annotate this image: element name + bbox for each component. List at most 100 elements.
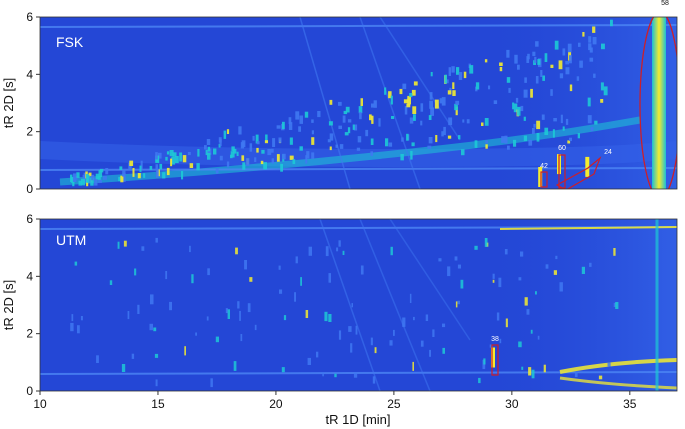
peak-blob [613,248,616,256]
peak-blob [305,310,309,318]
peak-blob [488,85,491,90]
peak-blob [435,135,438,143]
peak-blob [451,66,455,73]
peak-blob [441,97,446,106]
peak-blob [410,150,413,160]
annotation-box-38 [491,344,499,376]
peak-blob [406,133,409,141]
peak-blob [457,264,461,269]
peak-blob [369,114,372,121]
peak-blob [246,158,250,166]
peak-blob [122,173,125,177]
x-axis: 10 15 20 25 30 35 [33,391,637,411]
peak-blob [553,118,557,122]
peak-blob [588,36,592,43]
peak-blob [242,162,246,170]
peak-blob [455,100,460,105]
peak-blob [149,166,153,170]
peak-blob [109,280,113,285]
peak-blob [447,266,451,277]
peak-blob [123,173,126,182]
peak-blob [347,127,351,134]
peak-blob [254,157,257,162]
peak-blob [325,246,329,257]
peak-blob [463,71,467,79]
peak-blob [447,135,452,139]
peak-blob [165,271,168,280]
peak-blob [132,168,135,177]
peak-blob [501,136,505,143]
peak-blob [241,155,245,161]
peak-blob [567,140,571,144]
peak-blob [496,312,500,321]
peak-blob [182,155,187,163]
peak-blob [484,118,489,126]
peak-blob [411,142,415,147]
peak-blob [420,120,423,126]
peak-blob [184,346,186,356]
peak-blob [288,122,293,130]
peak-blob [120,175,124,183]
background-bleed [480,219,677,391]
peak-blob [360,265,364,275]
peak-blob [352,124,355,130]
peak-blob [385,138,389,147]
peak-blob [587,97,591,107]
peak-blob [255,134,259,144]
peak-blob [425,314,429,321]
peak-blob [499,338,502,344]
annotation-label-58: 58 [661,0,669,7]
peak-blob [452,90,456,96]
peak-blob [342,115,346,123]
peak-blob [521,366,524,370]
peak-blob [528,140,533,146]
peak-blob [535,76,539,84]
peak-blob [559,73,564,79]
peak-blob [78,180,82,186]
peak-blob [587,115,592,124]
peak-blob [213,148,217,155]
peak-blob [207,146,211,152]
peak-blob [449,87,452,92]
peak-blob [438,258,442,262]
peak-blob [181,171,184,180]
peak-blob [236,151,239,156]
peak-blob [569,137,572,141]
peak-blob [523,135,527,142]
peak-blob [455,106,458,116]
peak-blob [600,82,604,91]
peak-blob [117,241,120,249]
wraparound-trace [359,219,431,391]
peak-blob [70,176,75,183]
peak-blob [560,114,563,124]
peak-blob [598,375,603,380]
peak-blob [427,145,432,149]
peak-blob [169,150,174,157]
peak-blob [413,316,415,321]
annotation-label-60: 60 [558,145,566,152]
peak-blob [288,117,292,124]
peak-blob [129,160,134,166]
peak-blob [442,347,445,354]
peak-blob [197,149,200,157]
y-tick-label: 6 [26,10,33,24]
peak-blob [504,249,508,255]
peak-blob [552,129,555,138]
y-axis-utm: 0 2 4 6 [26,212,40,398]
peak-blob [179,152,183,162]
peak-blob [308,246,312,256]
peak-blob [588,43,592,51]
peak-blob [504,135,508,144]
peak-blob [252,135,255,141]
peak-blob [77,325,80,334]
wraparound-trace [389,219,471,341]
peak-blob [295,256,298,264]
peak-blob [327,139,331,143]
peak-blob [485,140,488,144]
peak-blob [226,161,230,168]
peak-blob [99,168,104,173]
peak-blob [343,110,348,115]
peak-blob [353,124,358,131]
peak-blob [348,326,352,332]
peak-blob [339,144,344,149]
